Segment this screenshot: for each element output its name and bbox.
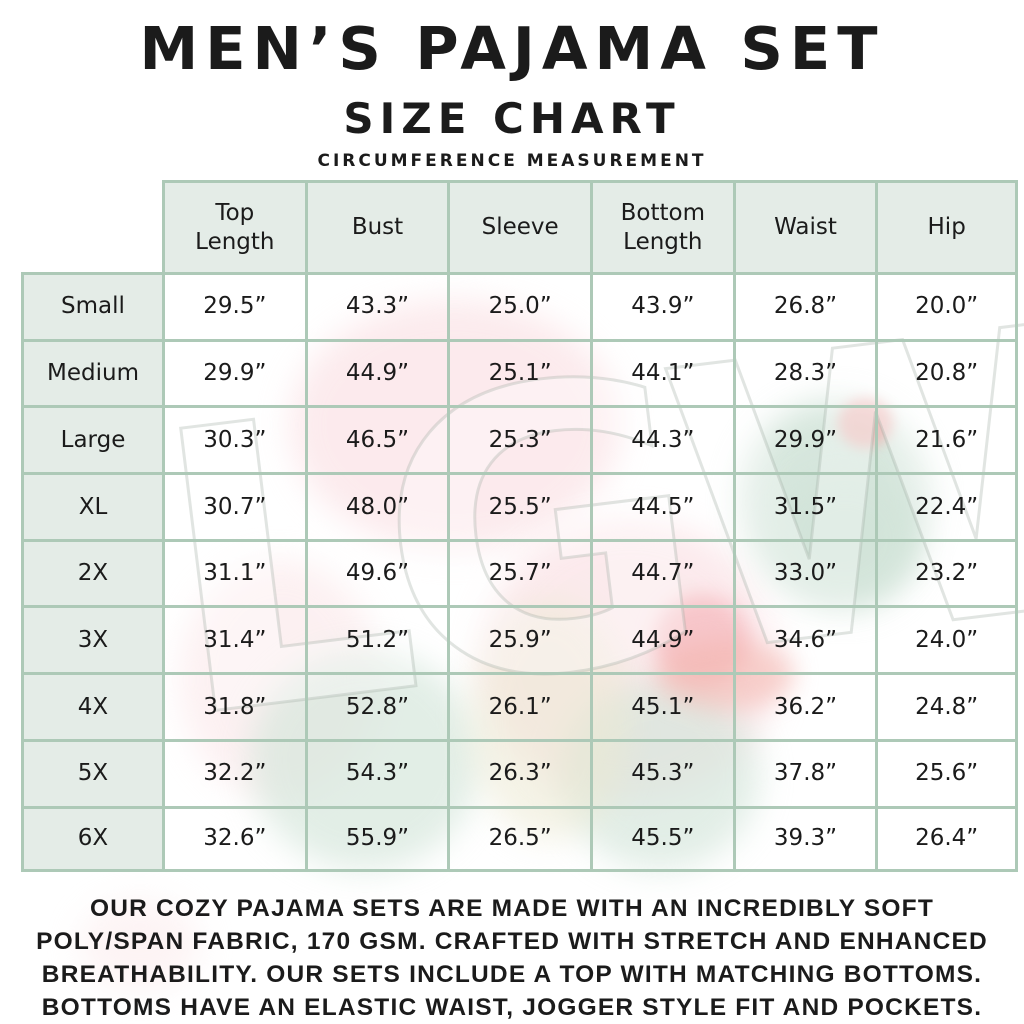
measurement-value: 45.5” [590, 805, 733, 873]
measurement-value: 44.5” [590, 472, 733, 539]
size-label: Small [21, 272, 162, 339]
size-label: 4X [21, 672, 162, 739]
measurement-value: 52.8” [304, 672, 448, 739]
measurement-value: 45.1” [590, 672, 733, 739]
measurement-value: 25.7” [447, 538, 590, 606]
measurement-value: 32.2” [162, 738, 305, 806]
measurement-value: 25.6” [875, 738, 1018, 806]
measurement-value: 22.4” [875, 472, 1018, 539]
measurement-value: 20.8” [875, 338, 1018, 406]
measurement-value: 21.6” [875, 405, 1018, 473]
size-label: Medium [21, 338, 162, 406]
size-label: XL [21, 472, 162, 539]
size-label: Large [21, 405, 162, 473]
size-label: 2X [21, 538, 162, 606]
measurement-value: 28.3” [732, 338, 876, 406]
measurement-value: 39.3” [732, 805, 876, 873]
measurement-value: 30.7” [162, 472, 305, 539]
column-header: Hip [875, 180, 1018, 272]
size-label: 5X [21, 738, 162, 806]
measurement-value: 25.0” [447, 272, 590, 339]
measurement-value: 34.6” [732, 605, 876, 673]
measurement-value: 29.9” [732, 405, 876, 473]
measurement-value: 26.5” [447, 805, 590, 873]
product-description: OUR COZY PAJAMA SETS ARE MADE WITH AN IN… [0, 892, 1024, 1024]
page-title: MEN’S PAJAMA SET [139, 14, 885, 83]
measurement-note: CIRCUMFERENCE MEASUREMENT [317, 151, 707, 171]
measurement-value: 24.8” [875, 672, 1018, 739]
measurement-value: 29.9” [162, 338, 305, 406]
measurement-value: 49.6” [304, 538, 448, 606]
page-subtitle: SIZE CHART [343, 94, 681, 143]
size-table-body: Small 29.5” 43.3” 25.0” 43.9” 26.8” 20.0” Mediu… [21, 272, 1018, 873]
measurement-value: 26.8” [732, 272, 876, 339]
measurement-value: 44.9” [304, 338, 448, 406]
measurement-value: 51.2” [304, 605, 448, 673]
measurement-value: 26.1” [447, 672, 590, 739]
measurement-value: 29.5” [162, 272, 305, 339]
measurement-value: 31.5” [732, 472, 876, 539]
measurement-value: 44.3” [590, 405, 733, 473]
description-line: BREATHABILITY. OUR SETS INCLUDE A TOP WI… [41, 961, 983, 988]
measurement-value: 44.1” [590, 338, 733, 406]
measurement-value: 43.9” [590, 272, 733, 339]
size-table-header: Top Length Bust Sleeve Bottom Length Wai… [162, 180, 1018, 272]
column-header: Waist [732, 180, 876, 272]
description-line: BOTTOMS HAVE AN ELASTIC WAIST, JOGGER ST… [41, 994, 983, 1021]
column-header: Bust [304, 180, 448, 272]
measurement-value: 31.4” [162, 605, 305, 673]
measurement-value: 25.5” [447, 472, 590, 539]
measurement-value: 54.3” [304, 738, 448, 806]
measurement-value: 26.3” [447, 738, 590, 806]
measurement-value: 30.3” [162, 405, 305, 473]
description-line: OUR COZY PAJAMA SETS ARE MADE WITH AN IN… [89, 895, 935, 922]
measurement-value: 31.1” [162, 538, 305, 606]
measurement-value: 45.3” [590, 738, 733, 806]
measurement-value: 26.4” [875, 805, 1018, 873]
measurement-value: 24.0” [875, 605, 1018, 673]
description-line: POLY/SPAN FABRIC, 170 GSM. CRAFTED WITH … [36, 928, 988, 955]
measurement-value: 55.9” [304, 805, 448, 873]
measurement-value: 46.5” [304, 405, 448, 473]
column-header: Bottom Length [590, 180, 733, 272]
measurement-value: 44.9” [590, 605, 733, 673]
measurement-value: 48.0” [304, 472, 448, 539]
measurement-value: 37.8” [732, 738, 876, 806]
column-header: Sleeve [447, 180, 590, 272]
measurement-value: 20.0” [875, 272, 1018, 339]
measurement-value: 33.0” [732, 538, 876, 606]
size-label: 6X [21, 805, 162, 873]
size-label: 3X [21, 605, 162, 673]
measurement-value: 44.7” [590, 538, 733, 606]
measurement-value: 23.2” [875, 538, 1018, 606]
measurement-value: 25.9” [447, 605, 590, 673]
measurement-value: 32.6” [162, 805, 305, 873]
column-header: Top Length [162, 180, 305, 272]
measurement-value: 43.3” [304, 272, 448, 339]
measurement-value: 31.8” [162, 672, 305, 739]
measurement-value: 25.3” [447, 405, 590, 473]
measurement-value: 25.1” [447, 338, 590, 406]
measurement-value: 36.2” [732, 672, 876, 739]
